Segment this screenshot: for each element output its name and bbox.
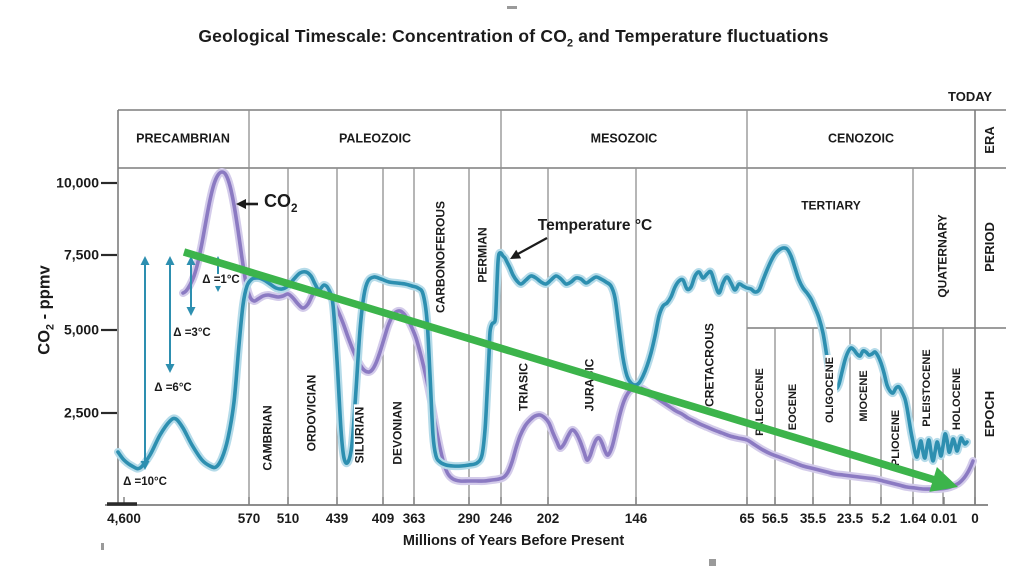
x-axis-title: Millions of Years Before Present — [402, 533, 625, 549]
delta-arrow-head-up — [165, 256, 175, 265]
co2-callout-label: CO2 — [264, 191, 298, 215]
era-label: PALEOZOIC — [337, 131, 413, 146]
x-tick-label: 65 — [739, 510, 755, 526]
trend-arrow-head — [929, 467, 958, 492]
co2-callout-arrow-head — [236, 199, 246, 209]
chart-title: Geological Timescale: Concentration of C… — [0, 26, 1027, 50]
scan-artifact — [709, 559, 716, 566]
y-tick-label: 5,000 — [63, 321, 99, 338]
scan-artifact — [101, 543, 104, 550]
era-label: MESOZOIC — [588, 131, 660, 146]
x-tick-label: 1.64 — [899, 510, 927, 526]
x-tick-label: 409 — [371, 510, 395, 526]
x-tick-label: 290 — [457, 510, 481, 526]
temperature-callout-arrow — [515, 237, 548, 256]
trend-arrow — [182, 248, 940, 485]
delta-label: Δ =3°C — [171, 326, 213, 340]
x-tick-label: 439 — [325, 510, 349, 526]
delta-label: Δ =6°C — [152, 381, 194, 395]
period-label: TERTIARY — [799, 198, 863, 213]
x-tick-label: 202 — [536, 510, 560, 526]
era-label: PRECAMBRIAN — [134, 131, 232, 146]
y-axis-title: CO2 - ppmv — [35, 265, 57, 355]
chart-title-subscript: 2 — [567, 37, 574, 50]
delta-arrow-head-down — [140, 461, 150, 470]
delta-label: Δ =10°C — [121, 475, 169, 489]
era-label: CENOZOIC — [826, 131, 896, 146]
y-tick-label: 2,500 — [63, 404, 99, 421]
x-tick-label: 56.5 — [761, 510, 789, 526]
x-tick-label: 146 — [624, 510, 648, 526]
x-tick-label: 5.2 — [871, 510, 891, 526]
delta-arrow-head-up — [186, 256, 196, 265]
today-label: TODAY — [948, 89, 993, 104]
x-tick-label: 570 — [237, 510, 261, 526]
x-tick-label: 23.5 — [836, 510, 864, 526]
x-tick-label: 0 — [971, 510, 979, 526]
temperature-curve — [116, 246, 969, 471]
chart-title-text: Geological Timescale: Concentration of C… — [198, 26, 568, 46]
chart-title-text-2: and Temperature fluctuations — [573, 26, 829, 46]
x-tick-label: 4,600 — [107, 510, 141, 526]
delta-arrow-head-down — [165, 364, 175, 373]
co2-curve — [181, 170, 975, 491]
x-tick-label: 510 — [276, 510, 300, 526]
x-tick-label: 246 — [489, 510, 513, 526]
temperature-callout-label: Temperature °C — [537, 217, 653, 234]
y-tick-label: 7,500 — [63, 246, 99, 263]
x-tick-label: 363 — [402, 510, 426, 526]
y-tick-label: 10,000 — [56, 174, 99, 191]
delta-label: Δ =1°C — [200, 273, 242, 287]
x-tick-label: 35.5 — [799, 510, 827, 526]
delta-arrow-head-up — [140, 256, 150, 265]
scan-artifact — [507, 6, 517, 9]
x-tick-label: 0.01 — [930, 510, 958, 526]
delta-arrow-head-down — [186, 307, 196, 316]
temperature-callout-arrow-head — [510, 249, 522, 259]
